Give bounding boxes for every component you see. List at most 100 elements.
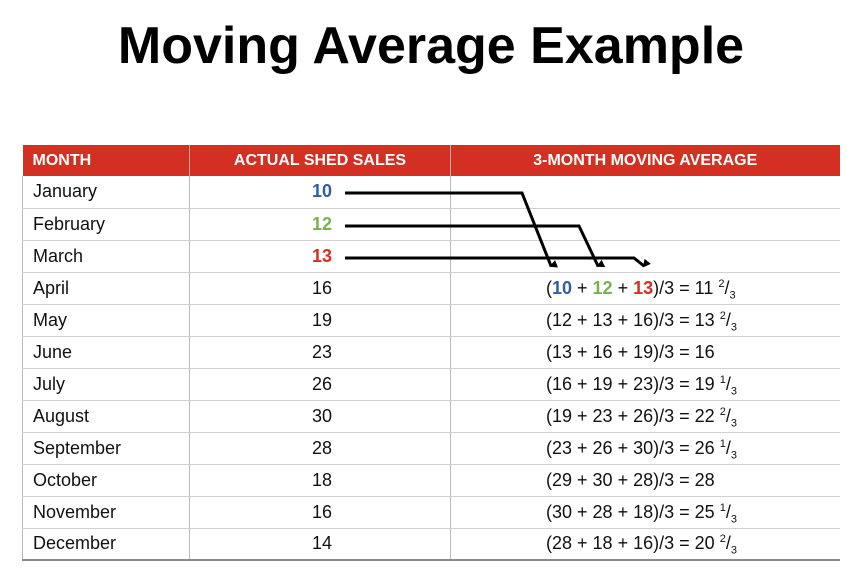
- average-cell: (13 + 16 + 19)/3 = 16: [450, 336, 840, 369]
- sales-cell: 18: [189, 464, 451, 497]
- table-row: August 30 (19 + 23 + 26)/3 = 22 2/3: [22, 400, 840, 433]
- avg-term-a: 23: [552, 437, 573, 458]
- table-row: October 18 (29 + 30 + 28)/3 = 28: [22, 464, 840, 497]
- avg-numerator: 2: [719, 533, 726, 546]
- page-title: Moving Average Example: [117, 17, 745, 75]
- avg-term-b: 12: [592, 277, 613, 298]
- average-cell: (29 + 30 + 28)/3 = 28: [450, 464, 840, 497]
- avg-term-c: 16: [633, 309, 654, 330]
- average-cell: [450, 240, 840, 273]
- month-cell: May: [22, 304, 190, 337]
- avg-denominator: 3: [730, 449, 737, 462]
- avg-denominator: 3: [730, 417, 737, 430]
- avg-term-c: 16: [633, 533, 654, 554]
- avg-term-c: 28: [633, 469, 654, 490]
- average-cell: (10 + 12 + 13)/3 = 11 2/3: [450, 272, 840, 305]
- avg-numerator: 2: [719, 309, 726, 322]
- avg-term-a: 10: [552, 277, 573, 298]
- avg-term-a: 29: [552, 469, 573, 490]
- average-cell: (23 + 26 + 30)/3 = 26 1/3: [450, 432, 840, 465]
- sales-cell: 12: [189, 208, 451, 241]
- month-cell: March: [22, 240, 190, 273]
- table-row: December 14 (28 + 18 + 16)/3 = 20 2/3: [22, 528, 840, 561]
- moving-average-table: MONTH ACTUAL SHED SALES 3-MONTH MOVING A…: [22, 145, 840, 561]
- sales-cell: 19: [189, 304, 451, 337]
- avg-term-c: 23: [633, 373, 654, 394]
- avg-term-b: 16: [592, 341, 613, 362]
- avg-whole: 28: [694, 469, 715, 490]
- avg-whole: 26: [694, 437, 715, 458]
- sales-cell: 16: [189, 496, 451, 529]
- avg-whole: 20: [694, 533, 715, 554]
- table-row: September 28 (23 + 26 + 30)/3 = 26 1/3: [22, 432, 840, 465]
- average-cell: (12 + 13 + 16)/3 = 13 2/3: [450, 304, 840, 337]
- avg-denominator: 3: [730, 513, 737, 526]
- avg-whole: 11: [694, 277, 714, 298]
- month-cell: October: [22, 464, 190, 497]
- sales-cell: 30: [189, 400, 451, 433]
- average-cell: [450, 208, 840, 241]
- avg-numerator: 2: [718, 277, 725, 290]
- avg-term-c: 13: [633, 277, 654, 298]
- sales-cell: 16: [189, 272, 451, 305]
- avg-term-c: 30: [633, 437, 654, 458]
- avg-term-a: 16: [552, 373, 573, 394]
- table-row: May 19 (12 + 13 + 16)/3 = 13 2/3: [22, 304, 840, 337]
- avg-whole: 16: [694, 341, 715, 362]
- month-cell: November: [22, 496, 190, 529]
- avg-denominator: 3: [730, 544, 737, 557]
- month-cell: December: [22, 528, 190, 561]
- table-row: April 16 (10 + 12 + 13)/3 = 11 2/3: [22, 272, 840, 305]
- month-column-header: MONTH: [22, 145, 190, 176]
- avg-whole: 13: [694, 309, 715, 330]
- avg-denominator: 3: [730, 385, 737, 398]
- average-cell: (19 + 23 + 26)/3 = 22 2/3: [450, 400, 840, 433]
- month-cell: August: [22, 400, 190, 433]
- avg-term-b: 28: [592, 501, 613, 522]
- avg-denominator: 3: [730, 321, 737, 334]
- avg-whole: 22: [694, 405, 715, 426]
- avg-term-a: 30: [552, 501, 573, 522]
- avg-numerator: 1: [719, 437, 726, 450]
- avg-term-a: 19: [552, 405, 573, 426]
- average-cell: (16 + 19 + 23)/3 = 19 1/3: [450, 368, 840, 401]
- avg-term-a: 12: [552, 309, 573, 330]
- avg-term-b: 19: [592, 373, 613, 394]
- avg-term-b: 30: [592, 469, 613, 490]
- avg-term-a: 28: [552, 533, 573, 554]
- average-cell: (28 + 18 + 16)/3 = 20 2/3: [450, 528, 840, 561]
- avg-term-b: 13: [592, 309, 613, 330]
- avg-numerator: 2: [719, 405, 726, 418]
- avg-term-b: 23: [592, 405, 613, 426]
- table-row: June 23 (13 + 16 + 19)/3 = 16: [22, 336, 840, 369]
- avg-term-c: 19: [633, 341, 654, 362]
- avg-whole: 25: [694, 501, 715, 522]
- average-cell: [450, 176, 840, 209]
- month-cell: April: [22, 272, 190, 305]
- month-cell: June: [22, 336, 190, 369]
- sales-cell: 26: [189, 368, 451, 401]
- month-cell: January: [22, 176, 190, 209]
- avg-denominator: 3: [729, 289, 736, 302]
- sales-cell: 10: [189, 176, 451, 209]
- avg-term-b: 26: [592, 437, 613, 458]
- sales-cell: 23: [189, 336, 451, 369]
- average-column-header: 3-MONTH MOVING AVERAGE: [450, 145, 840, 176]
- month-cell: September: [22, 432, 190, 465]
- sales-cell: 28: [189, 432, 451, 465]
- table-row: November 16 (30 + 28 + 18)/3 = 25 1/3: [22, 496, 840, 529]
- avg-term-b: 18: [592, 533, 613, 554]
- avg-term-c: 26: [633, 405, 654, 426]
- month-cell: July: [22, 368, 190, 401]
- table-row: February 12: [22, 208, 840, 241]
- table-header-row: MONTH ACTUAL SHED SALES 3-MONTH MOVING A…: [22, 145, 840, 176]
- month-cell: February: [22, 208, 190, 241]
- sales-column-header: ACTUAL SHED SALES: [189, 145, 451, 176]
- avg-numerator: 1: [719, 501, 726, 514]
- sales-cell: 13: [189, 240, 451, 273]
- avg-term-a: 13: [552, 341, 573, 362]
- sales-cell: 14: [189, 528, 451, 561]
- table-row: March 13: [22, 240, 840, 273]
- avg-term-c: 18: [633, 501, 654, 522]
- average-cell: (30 + 28 + 18)/3 = 25 1/3: [450, 496, 840, 529]
